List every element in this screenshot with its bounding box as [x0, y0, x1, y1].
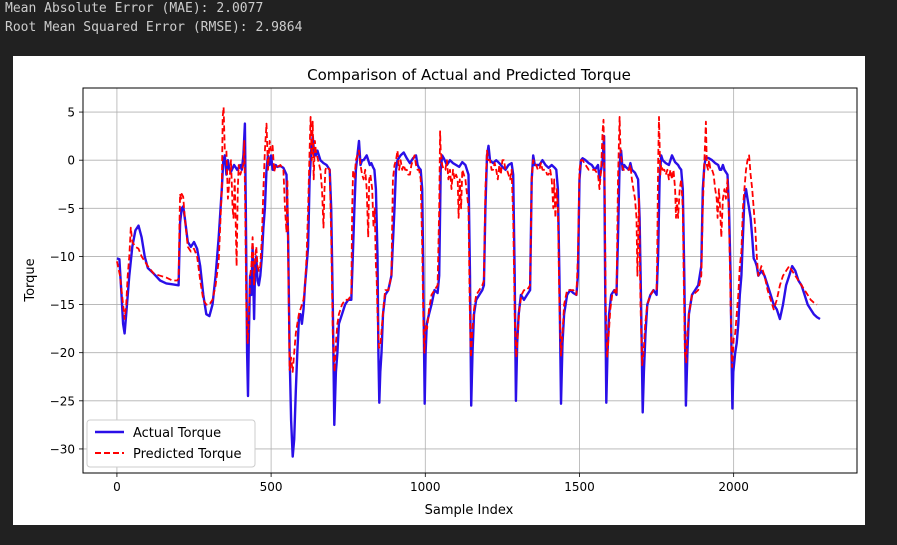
rmse-output-line: Root Mean Squared Error (RMSE): 2.9864	[5, 20, 303, 35]
y-tick-label: −10	[50, 250, 75, 264]
y-tick-label: −25	[50, 394, 75, 408]
y-tick-label: −30	[50, 442, 75, 456]
y-tick-label: −20	[50, 346, 75, 360]
torque-comparison-chart: Comparison of Actual and Predicted Torqu…	[23, 66, 858, 518]
legend-label-predicted: Predicted Torque	[133, 447, 241, 462]
y-tick-label: −5	[57, 202, 75, 216]
x-tick-label: 2000	[718, 480, 749, 494]
x-tick-label: 500	[260, 480, 283, 494]
mae-output-line: Mean Absolute Error (MAE): 2.0077	[5, 1, 264, 16]
chart-title: Comparison of Actual and Predicted Torqu…	[307, 66, 631, 84]
series-actual-torque-line	[116, 122, 821, 458]
y-tick-label: −15	[50, 298, 75, 312]
series-predicted-torque-line	[116, 106, 818, 373]
chart-legend: Actual Torque Predicted Torque	[86, 419, 256, 468]
x-axis-label: Sample Index	[425, 503, 514, 518]
x-tick-label: 0	[113, 480, 121, 494]
series-layer	[116, 106, 821, 458]
y-tick-label: 0	[67, 154, 75, 168]
legend-label-actual: Actual Torque	[133, 426, 221, 441]
plot-frame	[82, 87, 858, 474]
figure-canvas: Comparison of Actual and Predicted Torqu…	[13, 56, 865, 525]
legend-box	[86, 419, 256, 468]
x-axis: 0 500 1000 1500 2000	[113, 473, 749, 494]
x-tick-label: 1000	[410, 480, 441, 494]
y-axis: 5 0 −5 −10 −15 −20 −25 −30	[50, 106, 83, 456]
y-tick-label: 5	[67, 106, 75, 120]
y-axis-label: Torque	[23, 258, 38, 302]
x-tick-label: 1500	[564, 480, 595, 494]
